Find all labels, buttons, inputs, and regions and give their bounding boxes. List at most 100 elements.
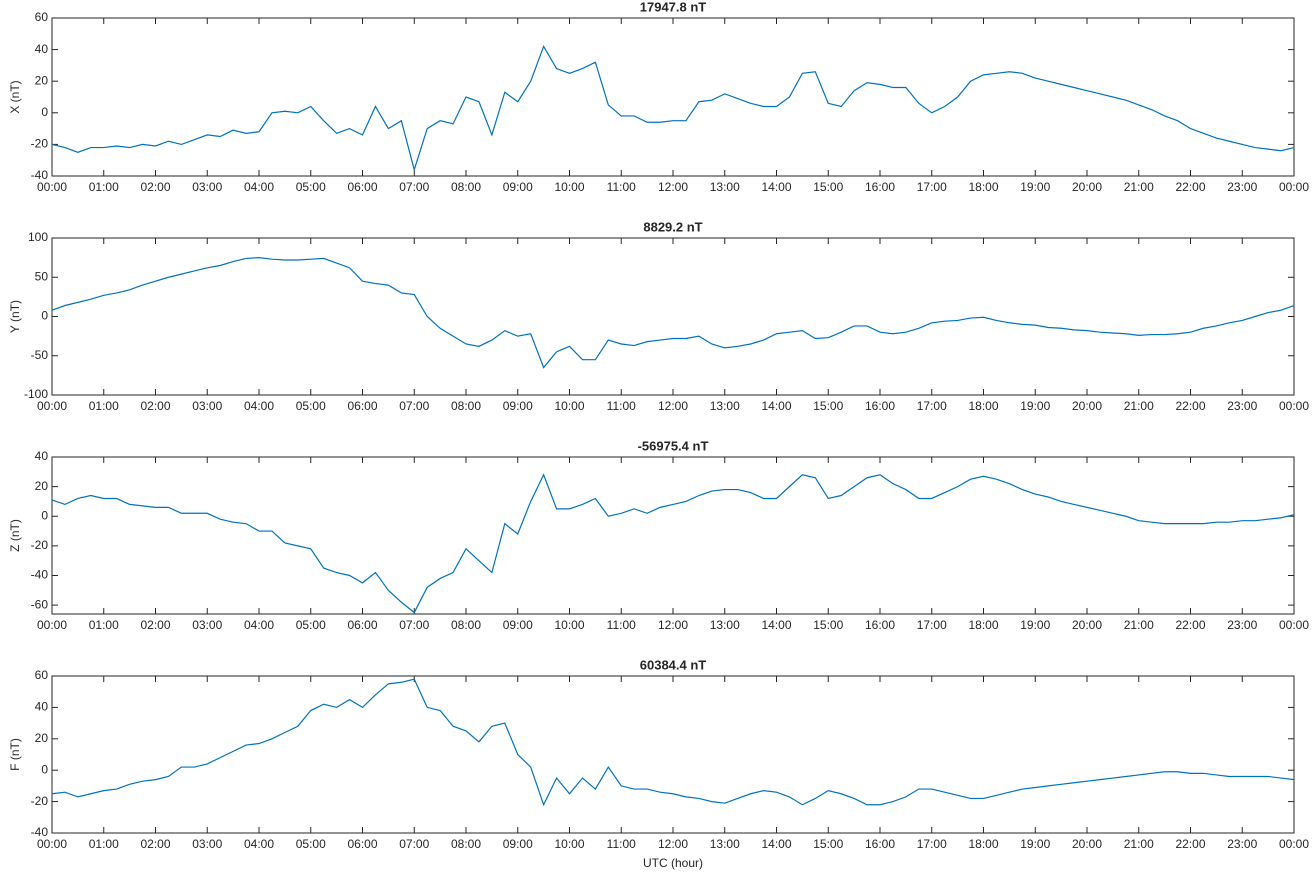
y-tick-label: -20 <box>31 794 49 808</box>
x-tick-label: 11:00 <box>607 618 636 632</box>
x-tick-label: 01:00 <box>89 837 119 851</box>
x-tick-label: 23:00 <box>1227 180 1257 194</box>
x-tick-label: 22:00 <box>1175 399 1205 413</box>
x-tick-label: 15:00 <box>813 180 843 194</box>
data-line <box>51 45 1295 172</box>
y-tick-label: -50 <box>31 348 49 362</box>
x-tick-label: 18:00 <box>968 837 998 851</box>
x-tick-label: 03:00 <box>192 837 222 851</box>
x-tick-label: 08:00 <box>451 837 481 851</box>
axes-box <box>51 237 1295 396</box>
y-tick-label: -20 <box>31 137 49 151</box>
y-tick-label: 20 <box>35 73 49 87</box>
x-tick-label: 04:00 <box>244 837 274 851</box>
x-tick-label: 09:00 <box>503 837 533 851</box>
x-tick-label: 19:00 <box>1020 399 1050 413</box>
x-axis-label: UTC (hour) <box>643 856 703 870</box>
y-tick-label: -40 <box>31 825 49 839</box>
x-tick-label: 13:00 <box>710 180 740 194</box>
x-tick-label: 01:00 <box>89 399 119 413</box>
y-axis-label: F (nT) <box>8 738 22 771</box>
x-tick-label: 10:00 <box>554 180 584 194</box>
x-tick-label: 20:00 <box>1072 399 1102 413</box>
x-tick-label: 17:00 <box>917 180 947 194</box>
x-tick-label: 14:00 <box>761 180 791 194</box>
x-tick-label: 23:00 <box>1227 618 1257 632</box>
x-tick-label: 11:00 <box>607 837 636 851</box>
x-tick-label: 22:00 <box>1175 837 1205 851</box>
x-tick-label: 05:00 <box>296 180 326 194</box>
data-line <box>51 473 1295 614</box>
y-tick-label: -40 <box>31 568 49 582</box>
x-tick-label: 02:00 <box>140 618 170 632</box>
x-tick-label: 02:00 <box>140 837 170 851</box>
y-tick-label: -40 <box>31 168 49 182</box>
x-tick-label: 14:00 <box>761 399 791 413</box>
y-tick-label: 20 <box>35 479 49 493</box>
panel-title: 17947.8 nT <box>640 0 707 14</box>
x-tick-label: 12:00 <box>658 618 688 632</box>
x-tick-label: 00:00 <box>1279 180 1309 194</box>
x-tick-label: 23:00 <box>1227 399 1257 413</box>
x-tick-label: 09:00 <box>503 618 533 632</box>
x-tick-label: 13:00 <box>710 837 740 851</box>
x-tick-label: 16:00 <box>865 837 895 851</box>
x-tick-label: 08:00 <box>451 618 481 632</box>
y-tick-label: 60 <box>35 10 49 24</box>
x-tick-label: 06:00 <box>347 618 377 632</box>
y-axis-label: X (nT) <box>8 80 22 113</box>
x-tick-label: 08:00 <box>451 180 481 194</box>
x-tick-label: 06:00 <box>347 837 377 851</box>
x-tick-label: 00:00 <box>37 618 67 632</box>
x-tick-label: 17:00 <box>917 399 947 413</box>
panel-title: 60384.4 nT <box>640 657 707 672</box>
x-tick-label: 19:00 <box>1020 180 1050 194</box>
x-tick-label: 15:00 <box>813 399 843 413</box>
x-tick-label: 03:00 <box>192 618 222 632</box>
x-tick-label: 02:00 <box>140 399 170 413</box>
x-tick-label: 07:00 <box>399 618 429 632</box>
axes-box <box>51 17 1295 177</box>
x-tick-label: 09:00 <box>503 180 533 194</box>
x-tick-label: 00:00 <box>37 399 67 413</box>
x-tick-label: 12:00 <box>658 399 688 413</box>
x-tick-label: 15:00 <box>813 618 843 632</box>
x-tick-label: 03:00 <box>192 399 222 413</box>
panel-title: -56975.4 nT <box>638 438 709 453</box>
x-tick-label: 05:00 <box>296 837 326 851</box>
y-tick-label: 40 <box>35 42 49 56</box>
y-tick-label: 100 <box>28 230 48 244</box>
x-tick-label: 01:00 <box>89 618 119 632</box>
y-tick-label: 0 <box>41 762 48 776</box>
x-tick-label: 00:00 <box>1279 837 1309 851</box>
axes-box <box>51 675 1295 834</box>
x-tick-label: 07:00 <box>399 180 429 194</box>
x-tick-label: 01:00 <box>89 180 119 194</box>
x-tick-label: 18:00 <box>968 618 998 632</box>
x-tick-label: 16:00 <box>865 180 895 194</box>
y-tick-label: 50 <box>35 269 49 283</box>
x-tick-label: 12:00 <box>658 837 688 851</box>
y-tick-label: -20 <box>31 538 49 552</box>
x-tick-label: 04:00 <box>244 618 274 632</box>
x-tick-label: 21:00 <box>1124 399 1154 413</box>
x-tick-label: 04:00 <box>244 399 274 413</box>
x-tick-label: 11:00 <box>607 180 636 194</box>
x-tick-label: 14:00 <box>761 618 791 632</box>
x-tick-label: 23:00 <box>1227 837 1257 851</box>
x-tick-label: 17:00 <box>917 618 947 632</box>
panel-title: 8829.2 nT <box>643 219 702 234</box>
x-tick-label: 04:00 <box>244 180 274 194</box>
x-tick-label: 10:00 <box>554 837 584 851</box>
data-line <box>51 678 1295 807</box>
x-tick-label: 00:00 <box>1279 618 1309 632</box>
x-tick-label: 05:00 <box>296 618 326 632</box>
y-tick-label: 20 <box>35 731 49 745</box>
x-tick-label: 19:00 <box>1020 837 1050 851</box>
y-tick-label: -100 <box>24 387 48 401</box>
data-line <box>51 257 1295 369</box>
y-tick-label: 60 <box>35 668 49 682</box>
x-tick-label: 10:00 <box>554 399 584 413</box>
y-axis-label: Z (nT) <box>8 519 22 552</box>
x-tick-label: 20:00 <box>1072 837 1102 851</box>
